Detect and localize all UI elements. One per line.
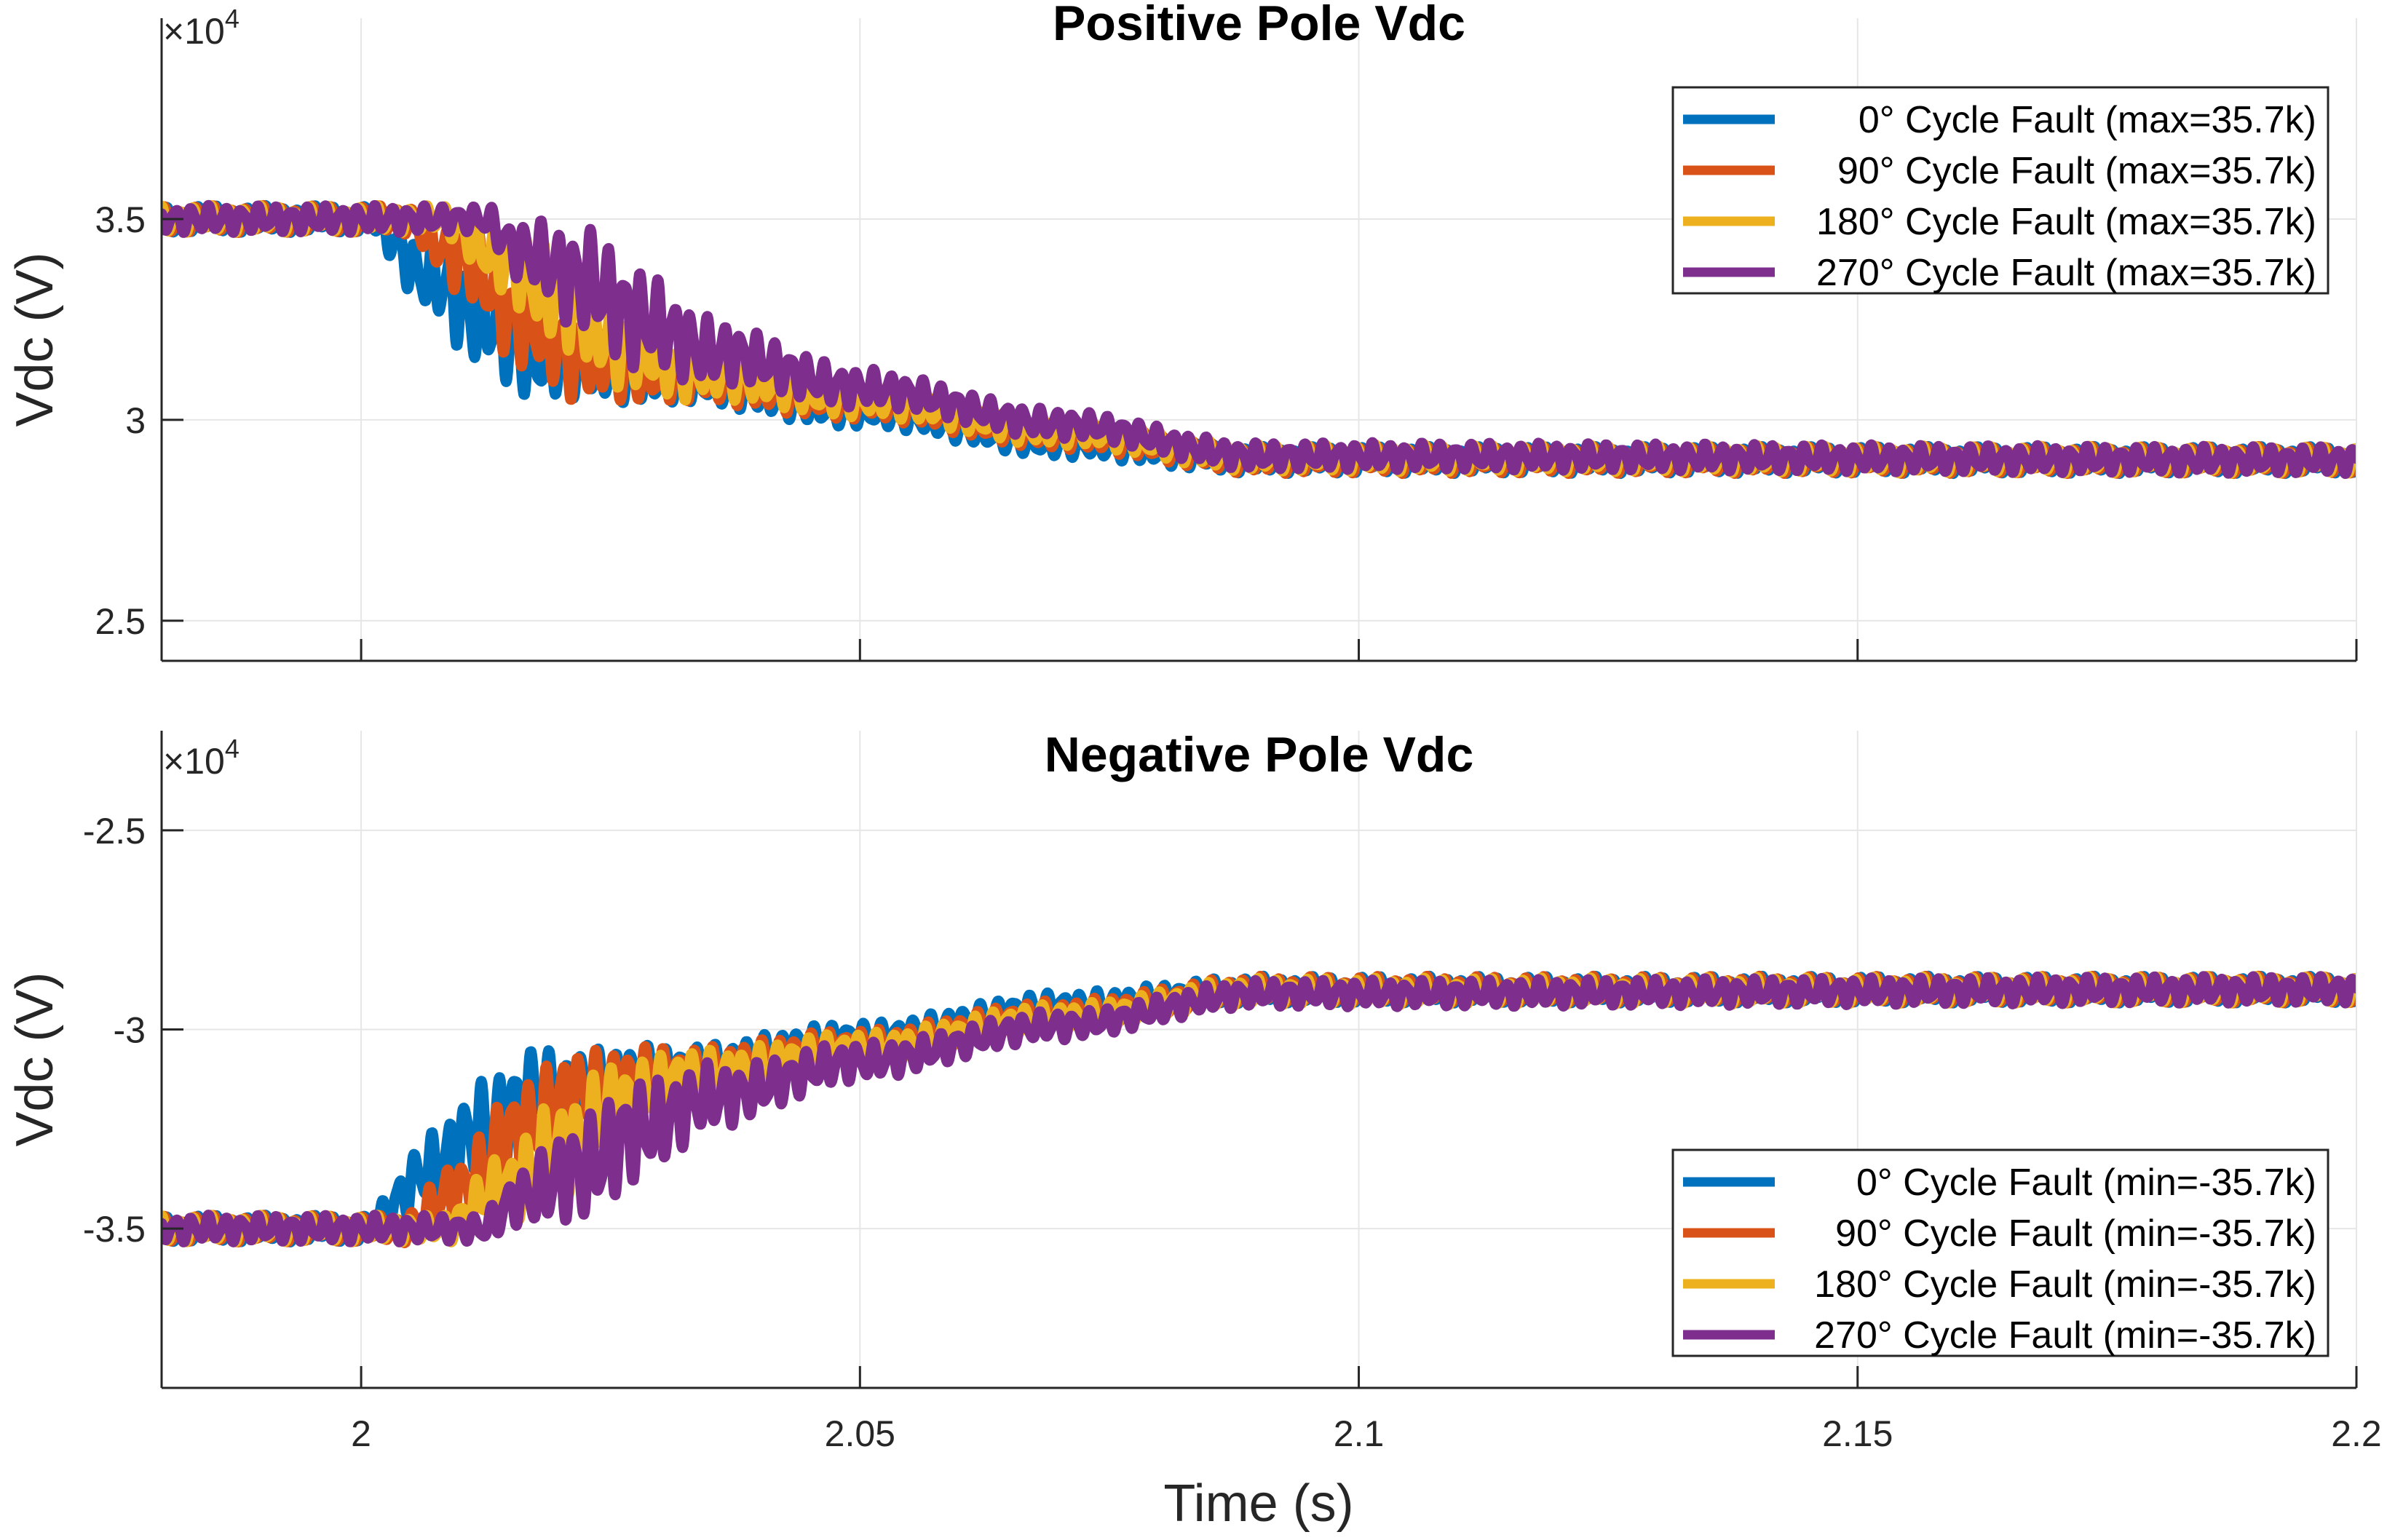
y-exponent-power: 4 xyxy=(225,734,240,763)
y-exponent-label: ×104 xyxy=(163,734,240,782)
x-tick-label: 2.15 xyxy=(1822,1413,1893,1454)
y-tick-label: 3 xyxy=(125,400,146,441)
series-line-3 xyxy=(162,971,2356,1247)
legend-item-label: 90° Cycle Fault (max=35.7k) xyxy=(1837,150,2316,192)
negative-pole-axes: 2 2.05 2.1 2.15 2.2 -3.5 -3 -2.5 ×104 Negative Po… xyxy=(6,727,2382,1454)
x-axis-label: Time (s) xyxy=(1163,1474,1353,1533)
y-exponent-label: ×104 xyxy=(163,4,240,52)
plot-title: Negative Pole Vdc xyxy=(1045,727,1474,782)
series-line-3 xyxy=(162,199,2356,480)
legend-item-label: 0° Cycle Fault (min=-35.7k) xyxy=(1856,1162,2316,1204)
x-tick-label: 2.05 xyxy=(825,1413,895,1454)
y-tick-label: -2.5 xyxy=(83,811,146,852)
y-tick-label: 3.5 xyxy=(95,199,146,240)
legend-box xyxy=(1671,86,2329,295)
legend-item-label: 180° Cycle Fault (min=-35.7k) xyxy=(1814,1263,2316,1306)
y-exponent-power: 4 xyxy=(225,4,240,33)
series-group xyxy=(162,970,2356,1249)
legend-box xyxy=(1671,1148,2329,1357)
y-axis-label: Vdc (V) xyxy=(6,252,64,426)
y-tick-label: -3 xyxy=(114,1009,146,1050)
x-tick-label: 2.2 xyxy=(2331,1413,2382,1454)
y-tick-label: -3.5 xyxy=(83,1209,146,1250)
series-group xyxy=(162,199,2356,480)
plot-title: Positive Pole Vdc xyxy=(1053,0,1465,51)
legend-item-label: 0° Cycle Fault (max=35.7k) xyxy=(1858,99,2316,141)
x-tick-label: 2.1 xyxy=(1334,1413,1385,1454)
legend: 0° Cycle Fault (min=-35.7k) 90° Cycle Fau… xyxy=(1671,1148,2329,1357)
legend-item-label: 270° Cycle Fault (min=-35.7k) xyxy=(1814,1314,2316,1357)
y-axis-label: Vdc (V) xyxy=(6,972,64,1146)
legend-item-label: 180° Cycle Fault (max=35.7k) xyxy=(1816,201,2316,243)
positive-pole-axes: 2.5 3 3.5 ×104 Positive Pole Vdc Vdc (V) 0° Cy… xyxy=(6,0,2358,662)
x-tick-label: 2 xyxy=(351,1413,371,1454)
legend-item-label: 90° Cycle Fault (min=-35.7k) xyxy=(1835,1212,2316,1255)
legend-item-label: 270° Cycle Fault (max=35.7k) xyxy=(1816,252,2316,294)
legend: 0° Cycle Fault (max=35.7k) 90° Cycle Faul… xyxy=(1671,86,2329,295)
y-tick-label: 2.5 xyxy=(95,601,146,642)
